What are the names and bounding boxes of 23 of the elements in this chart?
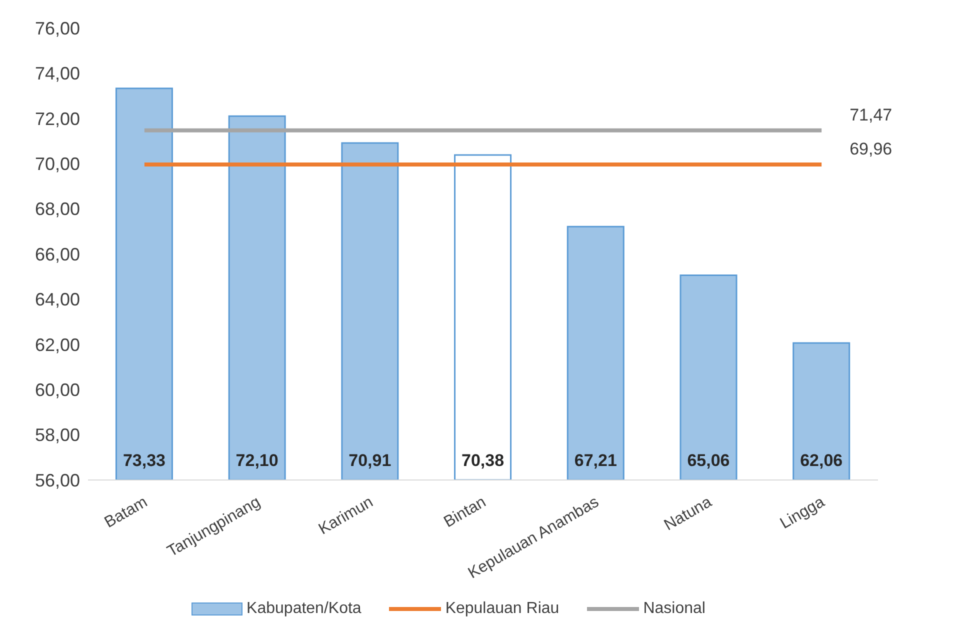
y-tick-label: 60,00 <box>34 380 80 400</box>
y-tick-label: 66,00 <box>34 244 80 264</box>
data-label: 69,96 <box>850 140 892 159</box>
y-tick-label: 64,00 <box>34 290 80 310</box>
y-tick-label: 76,00 <box>34 18 80 38</box>
y-tick-label: 68,00 <box>34 199 80 220</box>
y-tick-label: 56,00 <box>34 470 80 490</box>
data-label: 65,06 <box>687 451 730 470</box>
y-tick-label: 62,00 <box>34 334 80 355</box>
data-label: 73,33 <box>122 451 166 470</box>
y-tick-label: 74,00 <box>34 64 80 84</box>
legend-label: Kabupaten/Kota <box>246 600 362 618</box>
data-label: 72,10 <box>236 451 278 470</box>
legend-label: Kepulauan Riau <box>445 600 560 618</box>
y-tick-label: 70,00 <box>34 154 80 174</box>
legend-label: Nasional <box>643 600 706 618</box>
data-label: 67,21 <box>574 451 617 470</box>
data-label: 71,47 <box>850 105 892 124</box>
data-label: 62,06 <box>800 451 843 470</box>
y-tick-label: 72,00 <box>34 108 80 129</box>
data-label: 70,91 <box>348 451 392 470</box>
data-label: 70,38 <box>462 451 504 470</box>
y-tick-label: 58,00 <box>34 425 80 446</box>
